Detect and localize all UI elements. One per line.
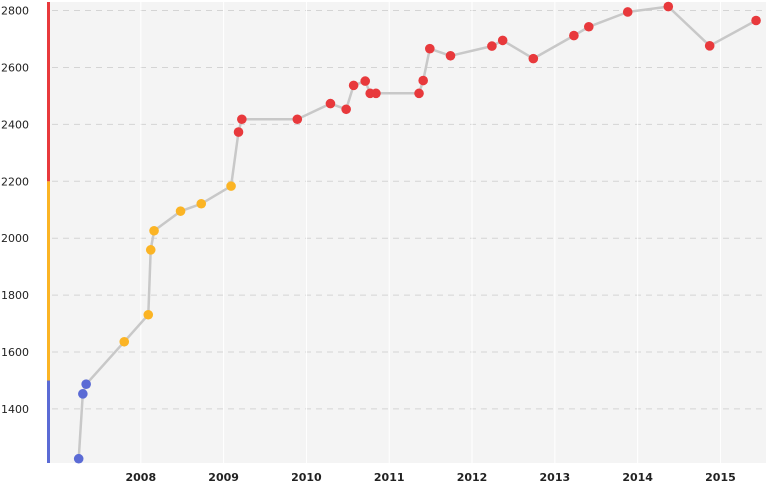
data-point-26 — [528, 53, 539, 64]
x-tick-label-2011: 2011 — [374, 471, 405, 484]
data-point-2 — [78, 389, 88, 399]
data-point-3 — [81, 379, 91, 389]
data-point-28 — [583, 21, 594, 32]
data-point-21 — [418, 75, 428, 86]
rating-band-2 — [47, 181, 50, 381]
data-point-30 — [663, 1, 674, 12]
x-tick-label-2010: 2010 — [291, 471, 322, 484]
rating-band-3 — [47, 2, 50, 182]
x-tick-label-2009: 2009 — [208, 471, 239, 484]
data-point-17 — [360, 76, 371, 86]
x-tick-label-2015: 2015 — [705, 471, 736, 484]
y-tick-label-2600: 2600 — [1, 61, 29, 74]
rating-band-1 — [47, 380, 50, 463]
data-point-9 — [196, 198, 207, 209]
data-point-16 — [348, 80, 359, 91]
y-tick-label-2000: 2000 — [1, 232, 29, 245]
data-point-14 — [325, 98, 336, 109]
y-tick-label-1600: 1600 — [1, 346, 29, 359]
x-tick-label-2014: 2014 — [622, 471, 653, 484]
y-tick-label-2800: 2800 — [1, 5, 29, 18]
y-tick-label-2400: 2400 — [1, 118, 29, 131]
data-point-5 — [143, 309, 154, 320]
y-tick-label-2200: 2200 — [1, 175, 29, 188]
data-point-23 — [445, 50, 456, 61]
data-point-32 — [751, 15, 761, 26]
data-point-19 — [371, 88, 381, 99]
data-point-6 — [145, 245, 156, 255]
data-point-12 — [237, 114, 247, 125]
data-point-25 — [497, 35, 508, 46]
data-point-11 — [233, 127, 244, 137]
x-tick-label-2013: 2013 — [540, 471, 571, 484]
x-tick-label-2008: 2008 — [125, 471, 156, 484]
data-point-20 — [414, 88, 424, 99]
plot-background — [48, 2, 766, 463]
x-tick-label-2012: 2012 — [457, 471, 488, 484]
data-point-29 — [622, 7, 633, 17]
data-point-4 — [119, 336, 130, 347]
data-point-22 — [425, 43, 435, 54]
data-point-24 — [487, 41, 497, 51]
y-tick-label-1400: 1400 — [1, 403, 29, 416]
data-point-10 — [226, 181, 236, 191]
data-point-15 — [341, 104, 351, 115]
data-point-27 — [569, 30, 579, 41]
data-point-1 — [73, 453, 84, 464]
data-point-8 — [175, 206, 186, 216]
data-point-31 — [704, 41, 715, 51]
y-tick-label-1800: 1800 — [1, 289, 29, 302]
data-point-7 — [149, 225, 159, 236]
data-point-13 — [292, 114, 303, 125]
